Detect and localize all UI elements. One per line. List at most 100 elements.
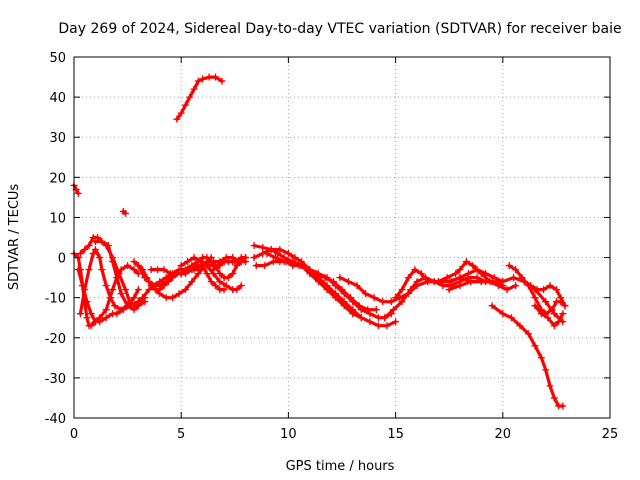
data-point <box>98 238 106 246</box>
data-point <box>102 306 110 314</box>
data-point <box>512 282 520 290</box>
data-point <box>456 266 464 274</box>
data-point <box>381 314 389 322</box>
data-point <box>537 354 545 362</box>
data-point <box>417 270 425 278</box>
data-point <box>531 302 539 310</box>
x-tick-label: 15 <box>387 427 404 442</box>
data-point <box>181 286 189 294</box>
grid-layer <box>73 56 611 419</box>
data-point <box>276 246 284 254</box>
data-point <box>109 286 117 294</box>
series-track-20 <box>252 258 380 314</box>
data-point <box>194 258 202 266</box>
data-point <box>224 274 232 282</box>
series-track-16 <box>199 262 228 294</box>
data-point <box>355 302 363 310</box>
data-point <box>424 278 432 286</box>
series-track-6 <box>91 238 149 314</box>
data-point <box>83 298 91 306</box>
data-point <box>404 274 412 282</box>
data-point <box>109 258 117 266</box>
data-point <box>147 266 155 274</box>
data-point <box>383 322 391 330</box>
data-point <box>242 254 250 262</box>
data-point <box>74 189 82 197</box>
data-point <box>559 402 567 410</box>
data-point <box>469 262 477 270</box>
data-point <box>237 282 245 290</box>
data-point <box>387 298 395 306</box>
data-point <box>184 258 192 266</box>
data-point <box>124 302 132 310</box>
data-point <box>96 254 104 262</box>
data-point <box>169 294 177 302</box>
data-point <box>456 274 464 282</box>
data-point <box>154 266 162 274</box>
data-point <box>542 298 550 306</box>
data-point <box>117 290 125 298</box>
data-point <box>209 266 217 274</box>
y-tick-label: -40 <box>45 412 66 427</box>
data-point <box>559 310 567 318</box>
data-point <box>272 254 280 262</box>
data-point <box>445 286 453 294</box>
data-point <box>555 318 563 326</box>
data-point <box>113 274 121 282</box>
data-point <box>347 294 355 302</box>
data-point <box>274 250 282 258</box>
data-point <box>216 270 224 278</box>
data-point <box>398 286 406 294</box>
data-point <box>113 310 121 318</box>
data-point <box>145 286 153 294</box>
series-track-15 <box>188 254 245 282</box>
data-point <box>177 270 185 278</box>
data-point <box>499 278 507 286</box>
data-point <box>91 238 99 246</box>
data-point <box>220 286 228 294</box>
data-point <box>233 262 241 270</box>
x-tick-label: 0 <box>70 427 78 442</box>
data-point <box>546 382 554 390</box>
data-point <box>76 310 84 318</box>
data-point <box>134 286 142 294</box>
data-point <box>203 254 211 262</box>
data-point <box>364 306 372 314</box>
data-point <box>98 266 106 274</box>
data-point <box>550 310 558 318</box>
data-point <box>74 266 82 274</box>
data-point <box>477 270 485 278</box>
data-point <box>141 298 149 306</box>
series-track-1 <box>70 181 82 197</box>
data-point <box>177 262 185 270</box>
data-point <box>85 242 93 250</box>
y-tick-label: 50 <box>49 51 66 66</box>
data-point <box>212 282 220 290</box>
data-point <box>269 258 277 266</box>
data-point <box>199 262 207 270</box>
data-point <box>259 244 267 252</box>
data-point <box>199 75 207 83</box>
data-point <box>488 278 496 286</box>
series-track-7 <box>119 207 129 217</box>
y-tick-label: 10 <box>49 211 66 226</box>
chart-title: Day 269 of 2024, Sidereal Day-to-day VTE… <box>58 21 621 37</box>
data-point <box>372 306 380 314</box>
data-point <box>447 278 455 286</box>
data-point <box>413 278 421 286</box>
data-point <box>87 322 95 330</box>
data-point <box>503 286 511 294</box>
data-point <box>156 282 164 290</box>
data-point <box>434 278 442 286</box>
data-point <box>218 77 226 85</box>
data-point <box>280 258 288 266</box>
data-point <box>349 310 357 318</box>
data-point <box>533 286 541 294</box>
data-point <box>177 109 185 117</box>
data-point <box>370 294 378 302</box>
data-point <box>81 246 89 254</box>
data-point <box>510 274 518 282</box>
data-point <box>353 282 361 290</box>
data-point <box>550 394 558 402</box>
